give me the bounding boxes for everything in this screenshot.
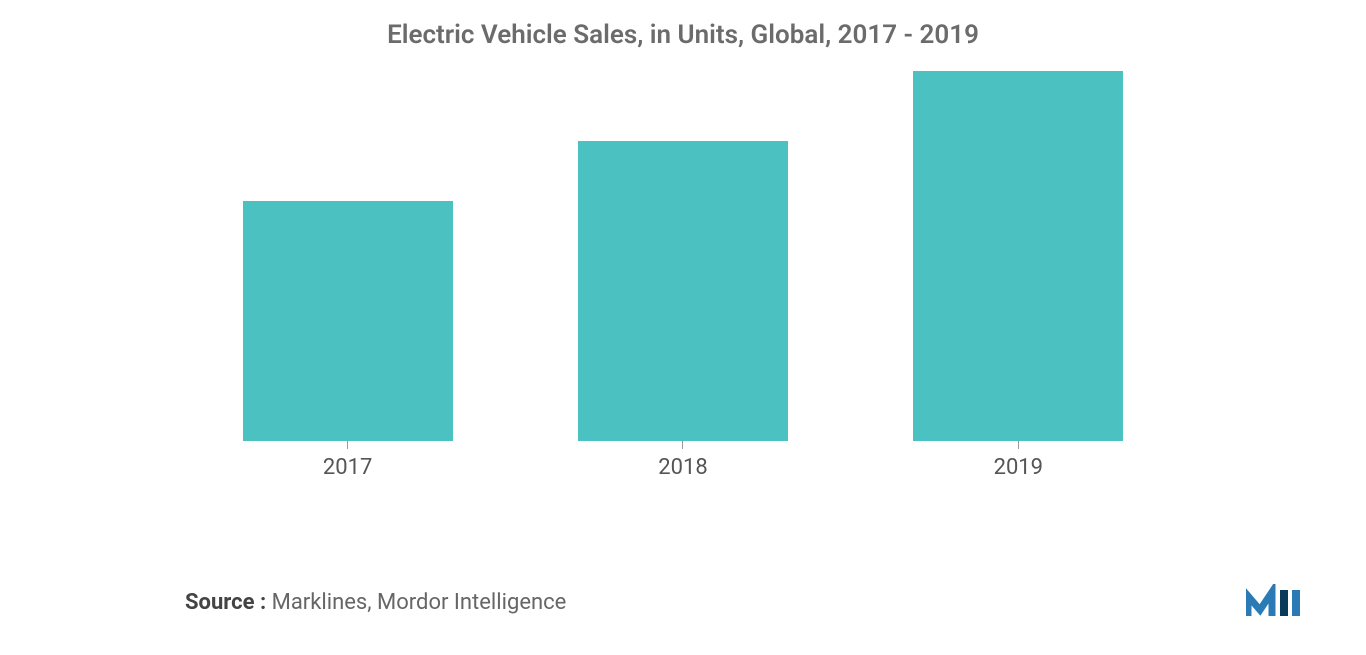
- plot-area: 2017 2018 2019: [180, 100, 1186, 480]
- bar-group-1: 2018: [573, 141, 793, 480]
- tick-0: [347, 441, 348, 449]
- bar-2: [913, 71, 1123, 441]
- mordor-logo-icon: [1246, 584, 1306, 620]
- source-text: Marklines, Mordor Intelligence: [266, 590, 566, 615]
- chart-container: Electric Vehicle Sales, in Units, Global…: [0, 0, 1366, 655]
- source-label: Source :: [185, 590, 266, 615]
- bar-group-0: 2017: [238, 201, 458, 480]
- bar-1: [578, 141, 788, 441]
- bar-0: [243, 201, 453, 441]
- tick-1: [682, 441, 683, 449]
- x-label-1: 2018: [658, 455, 707, 480]
- x-label-0: 2017: [323, 455, 372, 480]
- tick-2: [1018, 441, 1019, 449]
- bar-group-2: 2019: [908, 71, 1128, 480]
- source-line: Source : Marklines, Mordor Intelligence: [185, 590, 566, 615]
- chart-title: Electric Vehicle Sales, in Units, Global…: [0, 0, 1366, 60]
- x-label-2: 2019: [994, 455, 1043, 480]
